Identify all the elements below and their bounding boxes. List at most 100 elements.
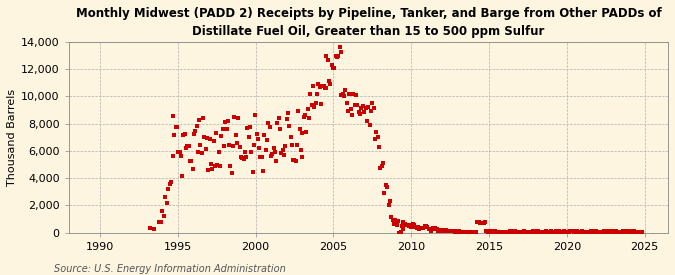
Point [443,229,454,233]
Point [238,157,249,161]
Point [246,150,256,155]
Point [393,219,404,223]
Point [234,145,245,149]
Point [221,127,232,131]
Point [469,230,480,234]
Point [236,155,246,159]
Point [251,131,262,136]
Point [446,229,457,233]
Point [389,221,400,226]
Point [620,230,630,234]
Point [329,66,340,70]
Point [163,187,173,191]
Point [398,227,409,231]
Point [363,105,374,109]
Point [325,81,336,86]
Point [267,152,277,156]
Point [429,227,439,231]
Point [596,230,607,234]
Point [437,228,448,232]
Point [354,110,364,114]
Point [194,118,205,123]
Point [348,92,358,96]
Point [513,230,524,234]
Point [528,229,539,233]
Point [237,156,248,161]
Point [572,229,583,233]
Point [561,229,572,234]
Point [560,230,570,234]
Point [370,137,381,141]
Point [545,229,556,234]
Point [185,159,196,163]
Point [517,230,528,234]
Point [606,230,617,234]
Point [277,148,288,152]
Point [289,158,300,163]
Point [499,230,510,234]
Point [414,227,425,231]
Point [216,134,227,138]
Point [261,148,271,152]
Point [442,229,453,233]
Point [534,230,545,234]
Point [359,110,370,115]
Point [331,55,342,59]
Point [219,144,230,148]
Point [199,134,210,139]
Point [578,230,589,234]
Point [276,151,287,155]
Point [305,92,316,96]
Point [455,230,466,234]
Point [313,82,324,86]
Point [613,229,624,234]
Point [425,227,435,231]
Point [628,229,639,233]
Point [358,104,369,109]
Point [381,183,392,188]
Point [507,229,518,233]
Point [167,114,178,119]
Point [568,229,578,233]
Point [230,133,241,138]
Point [450,230,460,234]
Point [195,143,206,147]
Point [475,221,485,225]
Point [374,145,385,149]
Point [182,144,193,149]
Point [512,230,523,234]
Point [477,221,488,225]
Point [344,92,354,96]
Point [272,121,283,125]
Point [333,54,344,59]
Point [159,214,169,218]
Point [624,229,635,233]
Point [502,230,512,234]
Point [269,150,280,154]
Point [593,230,604,234]
Point [543,230,554,234]
Point [302,107,313,111]
Point [324,79,335,83]
Point [268,146,279,150]
Point [375,166,386,170]
Point [320,86,331,90]
Point [247,170,258,175]
Point [229,115,240,120]
Point [293,109,304,114]
Point [565,229,576,233]
Point [355,112,366,116]
Text: Source: U.S. Energy Information Administration: Source: U.S. Energy Information Administ… [54,264,286,274]
Point [248,143,259,148]
Point [352,103,362,108]
Point [371,130,382,134]
Point [586,229,597,234]
Point [334,45,345,50]
Point [161,201,172,205]
Point [570,229,581,234]
Point [177,174,188,178]
Point [192,150,203,154]
Point [360,106,371,111]
Point [559,229,570,233]
Point [209,164,220,168]
